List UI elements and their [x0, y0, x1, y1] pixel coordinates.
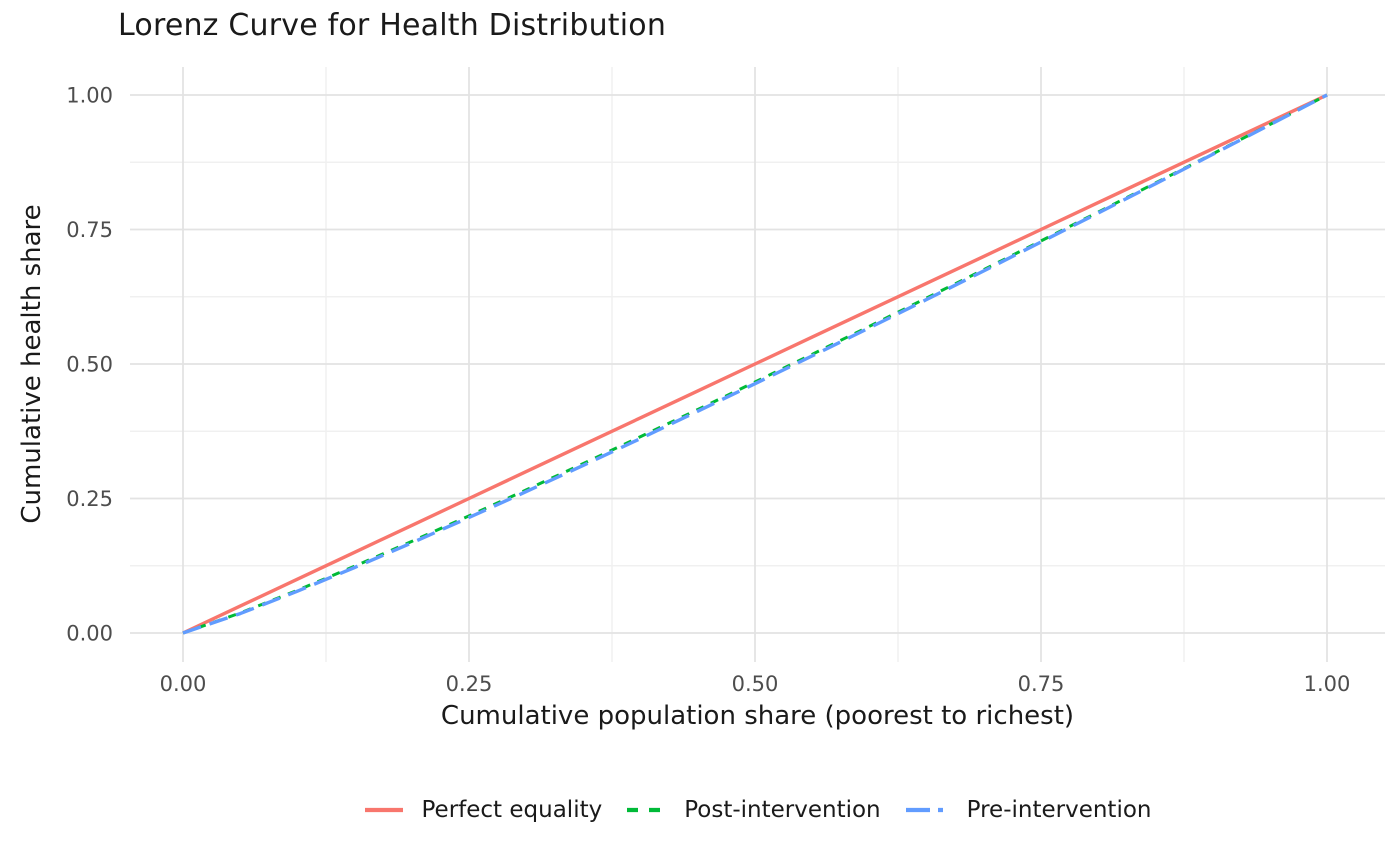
legend-item-pre-intervention: Pre-intervention — [905, 797, 1152, 823]
y-tick-label: 0.25 — [66, 487, 113, 511]
y-tick-label: 0.00 — [66, 622, 113, 646]
series-line-0 — [182, 93, 1328, 635]
legend-key-longdash-line-icon — [905, 807, 948, 813]
x-tick-label: 0.75 — [1018, 672, 1065, 696]
legend-label-perfect-equality: Perfect equality — [421, 797, 603, 823]
legend-label-post-intervention: Post-intervention — [684, 797, 881, 823]
legend-item-perfect-equality: Perfect equality — [364, 797, 603, 823]
x-tick-label: 0.00 — [160, 672, 207, 696]
x-tick-label: 0.50 — [732, 672, 779, 696]
y-tick-label: 0.50 — [66, 353, 113, 377]
x-tick-label: 1.00 — [1304, 672, 1351, 696]
y-axis-title: Cumulative health share — [17, 204, 47, 524]
x-tick-label: 0.25 — [446, 672, 493, 696]
chart-title: Lorenz Curve for Health Distribution — [118, 8, 667, 43]
series-line-2 — [182, 93, 1328, 635]
legend-label-pre-intervention: Pre-intervention — [966, 797, 1152, 823]
x-axis-title: Cumulative population share (poorest to … — [440, 701, 1075, 731]
legend-key-solid-line-icon — [364, 807, 403, 813]
legend-item-post-intervention: Post-intervention — [626, 797, 881, 823]
legend-key-dashed-line-icon — [627, 807, 666, 813]
y-tick-label: 1.00 — [66, 84, 113, 108]
legend: Perfect equality Post-intervention Pre-i… — [130, 794, 1385, 826]
y-tick-label: 0.75 — [66, 218, 113, 242]
